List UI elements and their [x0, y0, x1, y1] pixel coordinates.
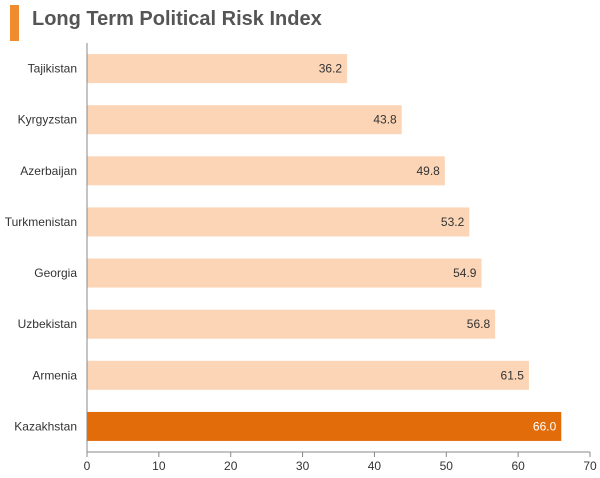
x-tick-label: 50 — [440, 459, 454, 473]
category-label: Uzbekistan — [18, 317, 77, 331]
x-tick-label: 0 — [84, 459, 91, 473]
data-label: 66.0 — [533, 419, 557, 433]
data-label: 61.5 — [501, 368, 525, 382]
data-label: 56.8 — [467, 317, 491, 331]
bar — [87, 156, 445, 186]
category-label: Kyrgyzstan — [18, 113, 77, 127]
x-tick-label: 30 — [296, 459, 310, 473]
x-tick-label: 20 — [224, 459, 238, 473]
data-label: 36.2 — [319, 62, 343, 76]
bar — [87, 207, 470, 237]
bar — [87, 54, 348, 84]
chart-title: Long Term Political Risk Index — [32, 8, 322, 30]
bar — [87, 105, 402, 135]
category-label: Tajikistan — [28, 62, 77, 76]
category-label: Azerbaijan — [20, 164, 77, 178]
data-label: 54.9 — [453, 266, 477, 280]
category-label: Georgia — [34, 266, 77, 280]
bar — [87, 258, 482, 288]
x-tick-label: 40 — [368, 459, 382, 473]
x-tick-label: 10 — [152, 459, 166, 473]
data-label: 49.8 — [416, 164, 440, 178]
data-label: 53.2 — [441, 215, 465, 229]
category-label: Armenia — [32, 368, 77, 382]
bar — [87, 309, 496, 339]
title-accent-bar — [10, 5, 19, 41]
x-tick-label: 70 — [583, 459, 597, 473]
x-tick-label: 60 — [511, 459, 525, 473]
bar — [87, 360, 529, 390]
data-label: 43.8 — [373, 113, 397, 127]
category-label: Turkmenistan — [5, 215, 77, 229]
category-label: Kazakhstan — [14, 419, 77, 433]
bar — [87, 411, 562, 441]
